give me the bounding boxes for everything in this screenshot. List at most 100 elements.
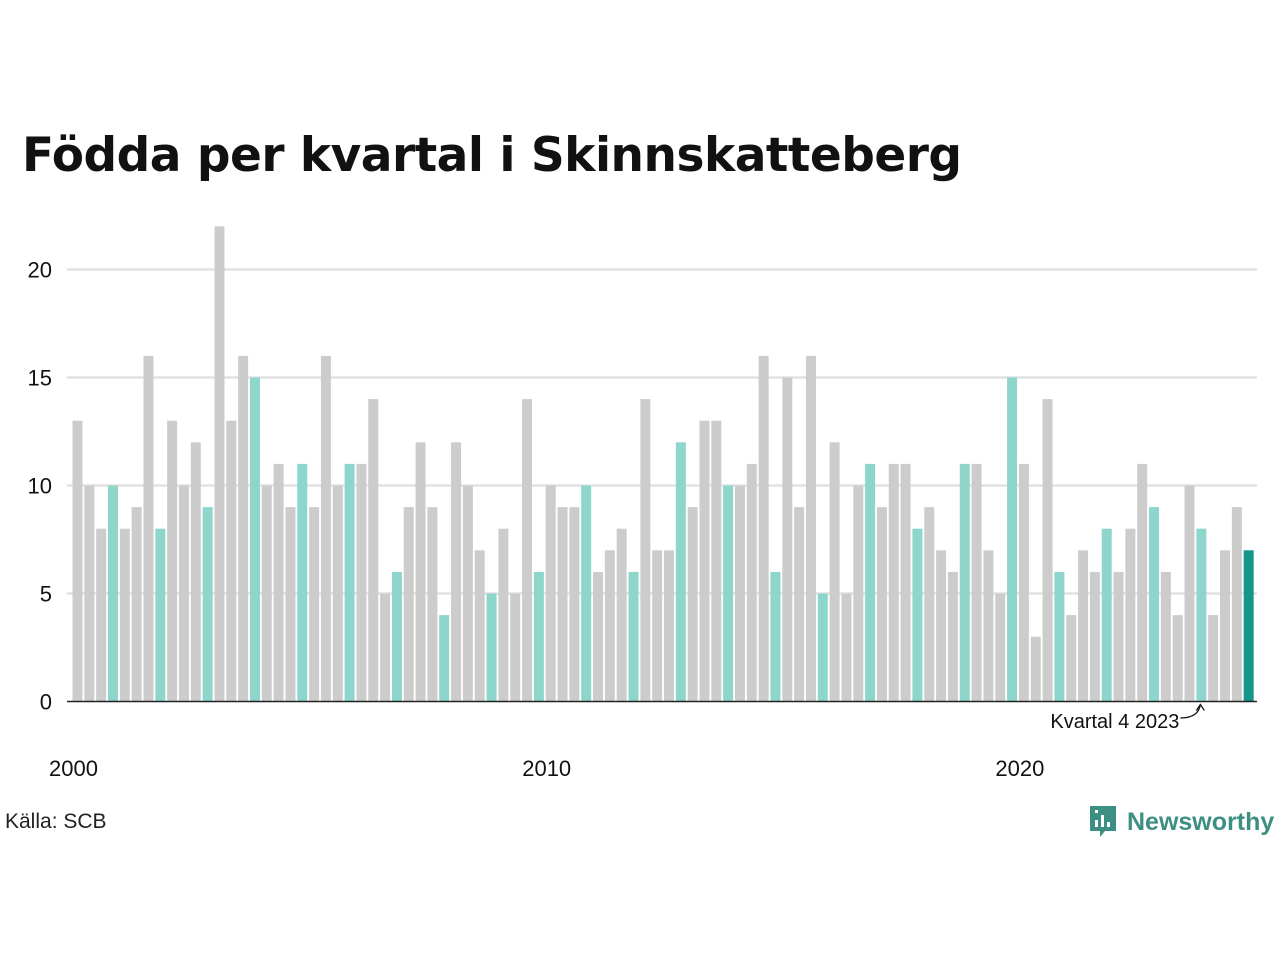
bar bbox=[806, 356, 816, 702]
bar bbox=[676, 442, 686, 701]
bar bbox=[416, 442, 426, 701]
bar bbox=[510, 594, 520, 702]
bar bbox=[983, 550, 993, 701]
bar bbox=[155, 529, 165, 702]
bar-chart-speech-bubble-icon bbox=[1088, 804, 1118, 840]
bar bbox=[747, 464, 757, 702]
bar bbox=[392, 572, 402, 702]
bar bbox=[356, 464, 366, 702]
bar bbox=[214, 226, 224, 701]
bar bbox=[167, 421, 177, 702]
bar bbox=[770, 572, 780, 702]
bar bbox=[1208, 615, 1218, 701]
bar bbox=[865, 464, 875, 702]
bar bbox=[498, 529, 508, 702]
brand-name: Newsworthy bbox=[1127, 808, 1274, 837]
bar bbox=[995, 594, 1005, 702]
bar bbox=[605, 550, 615, 701]
bar bbox=[1173, 615, 1183, 701]
bar bbox=[699, 421, 709, 702]
bar bbox=[794, 507, 804, 701]
bar bbox=[546, 486, 556, 702]
bar bbox=[1102, 529, 1112, 702]
bar bbox=[451, 442, 461, 701]
bar bbox=[640, 399, 650, 701]
bar bbox=[1149, 507, 1159, 701]
bar bbox=[297, 464, 307, 702]
bar bbox=[889, 464, 899, 702]
bar bbox=[522, 399, 532, 701]
bar bbox=[427, 507, 437, 701]
bar bbox=[1090, 572, 1100, 702]
bar bbox=[593, 572, 603, 702]
bar bbox=[487, 594, 497, 702]
x-tick-label: 2020 bbox=[995, 756, 1044, 781]
annotation-arrow bbox=[1180, 705, 1200, 719]
y-tick-label: 5 bbox=[40, 582, 52, 607]
bar bbox=[1007, 378, 1017, 702]
y-tick-label: 15 bbox=[28, 366, 52, 391]
bar bbox=[1114, 572, 1124, 702]
bar bbox=[321, 356, 331, 702]
bar bbox=[309, 507, 319, 701]
bar bbox=[345, 464, 355, 702]
bar bbox=[333, 486, 343, 702]
bar bbox=[711, 421, 721, 702]
bar bbox=[250, 378, 260, 702]
bar bbox=[558, 507, 568, 701]
bar bbox=[84, 486, 94, 702]
bar bbox=[841, 594, 851, 702]
bar bbox=[262, 486, 272, 702]
bar bbox=[96, 529, 106, 702]
bar bbox=[1054, 572, 1064, 702]
bar bbox=[818, 594, 828, 702]
bar bbox=[1244, 550, 1254, 701]
bar bbox=[1161, 572, 1171, 702]
bar bbox=[439, 615, 449, 701]
annotation-label: Kvartal 4 2023 bbox=[1050, 711, 1179, 733]
bar bbox=[534, 572, 544, 702]
bar bbox=[782, 378, 792, 702]
y-tick-label: 10 bbox=[28, 474, 52, 499]
bar bbox=[226, 421, 236, 702]
bar bbox=[1125, 529, 1135, 702]
bar bbox=[960, 464, 970, 702]
bar bbox=[120, 529, 130, 702]
bar bbox=[191, 442, 201, 701]
annotation-arrowhead bbox=[1196, 705, 1204, 711]
y-tick-label: 20 bbox=[28, 258, 52, 283]
y-tick-label: 0 bbox=[40, 690, 52, 715]
bar bbox=[664, 550, 674, 701]
bar bbox=[285, 507, 295, 701]
bar bbox=[617, 529, 627, 702]
bar bbox=[1019, 464, 1029, 702]
bar bbox=[203, 507, 213, 701]
bar bbox=[368, 399, 378, 701]
newsworthy-logo: Newsworthy bbox=[1088, 804, 1274, 840]
bar bbox=[380, 594, 390, 702]
bar bbox=[948, 572, 958, 702]
bar bbox=[629, 572, 639, 702]
bar bbox=[238, 356, 248, 702]
bar bbox=[143, 356, 153, 702]
bar bbox=[1185, 486, 1195, 702]
bar bbox=[73, 421, 83, 702]
bar bbox=[1220, 550, 1230, 701]
bar bbox=[274, 464, 284, 702]
bar bbox=[1043, 399, 1053, 701]
source-note: Källa: SCB bbox=[5, 810, 107, 834]
bar bbox=[569, 507, 579, 701]
bar bbox=[1066, 615, 1076, 701]
bar bbox=[723, 486, 733, 702]
bar bbox=[404, 507, 414, 701]
bar bbox=[1232, 507, 1242, 701]
bar bbox=[652, 550, 662, 701]
bar bbox=[735, 486, 745, 702]
bar bbox=[463, 486, 473, 702]
bar bbox=[581, 486, 591, 702]
x-tick-label: 2010 bbox=[522, 756, 571, 781]
chart-page: Födda per kvartal i Skinnskatteberg 0 5 10… bbox=[0, 0, 1280, 960]
bar bbox=[475, 550, 485, 701]
bar bbox=[1137, 464, 1147, 702]
bar bbox=[853, 486, 863, 702]
